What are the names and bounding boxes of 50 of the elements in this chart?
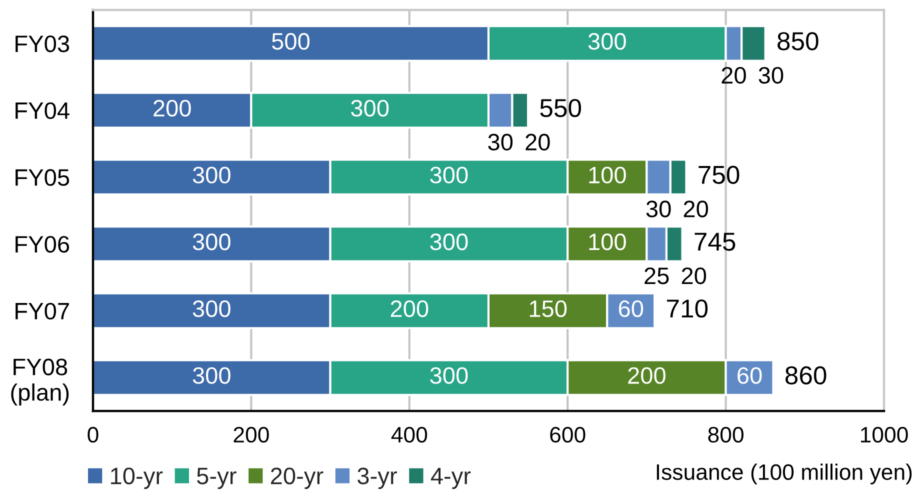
data-label: 200 bbox=[154, 100, 191, 117]
x-tick-label: 600 bbox=[550, 426, 586, 443]
legend-label: 20-yr bbox=[270, 468, 324, 490]
total-label: 550 bbox=[540, 98, 582, 118]
data-label: 300 bbox=[192, 166, 230, 184]
x-axis-title: Issuance (100 million yen) bbox=[656, 464, 912, 484]
data-label: 300 bbox=[192, 234, 230, 250]
data-label: 100 bbox=[589, 166, 626, 184]
data-label: 30 bbox=[758, 66, 784, 84]
data-label: 25 bbox=[644, 267, 669, 284]
total-label: 745 bbox=[694, 232, 736, 251]
data-label: 150 bbox=[530, 300, 567, 318]
data-label: 60 bbox=[618, 300, 644, 318]
data-label: 300 bbox=[430, 234, 468, 250]
total-label: 850 bbox=[778, 32, 818, 50]
data-label: 60 bbox=[738, 367, 762, 384]
data-label: 20 bbox=[722, 66, 746, 84]
data-label: 30 bbox=[646, 200, 671, 218]
data-label: 300 bbox=[192, 367, 230, 384]
y-tick-label: FY04 bbox=[16, 102, 70, 120]
x-tick-label: 1000 bbox=[860, 426, 908, 443]
y-tick-label: FY08 (plan) bbox=[11, 358, 69, 406]
y-tick-label: FY05 bbox=[16, 169, 70, 186]
legend-label: 10-yr bbox=[111, 468, 163, 490]
x-tick-label: 400 bbox=[391, 426, 428, 443]
data-label: 300 bbox=[192, 300, 230, 318]
data-label: 20 bbox=[682, 267, 706, 284]
legend-label: 4-yr bbox=[430, 468, 471, 490]
data-label: 500 bbox=[272, 33, 310, 50]
data-label: 20 bbox=[526, 134, 550, 151]
data-label: 300 bbox=[430, 166, 468, 184]
total-label: 750 bbox=[698, 166, 740, 184]
data-label: 300 bbox=[351, 100, 389, 117]
data-label: 100 bbox=[589, 234, 626, 250]
total-label: 710 bbox=[667, 299, 708, 318]
x-tick-label: 200 bbox=[234, 426, 269, 443]
total-label: 860 bbox=[785, 366, 826, 384]
data-label: 30 bbox=[488, 134, 513, 151]
data-label: 20 bbox=[684, 200, 708, 218]
y-tick-label: FY07 bbox=[16, 302, 69, 320]
x-tick-label: 0 bbox=[88, 426, 98, 443]
legend-label: 3-yr bbox=[358, 468, 397, 490]
y-tick-label: FY03 bbox=[16, 35, 70, 52]
y-tick-label: FY06 bbox=[16, 236, 70, 253]
data-label: 200 bbox=[390, 300, 428, 318]
legend-label: 5-yr bbox=[197, 468, 236, 490]
data-label: 300 bbox=[430, 367, 468, 384]
x-tick-label: 800 bbox=[708, 426, 744, 443]
data-label: 300 bbox=[588, 33, 626, 50]
data-label: 200 bbox=[628, 367, 666, 384]
